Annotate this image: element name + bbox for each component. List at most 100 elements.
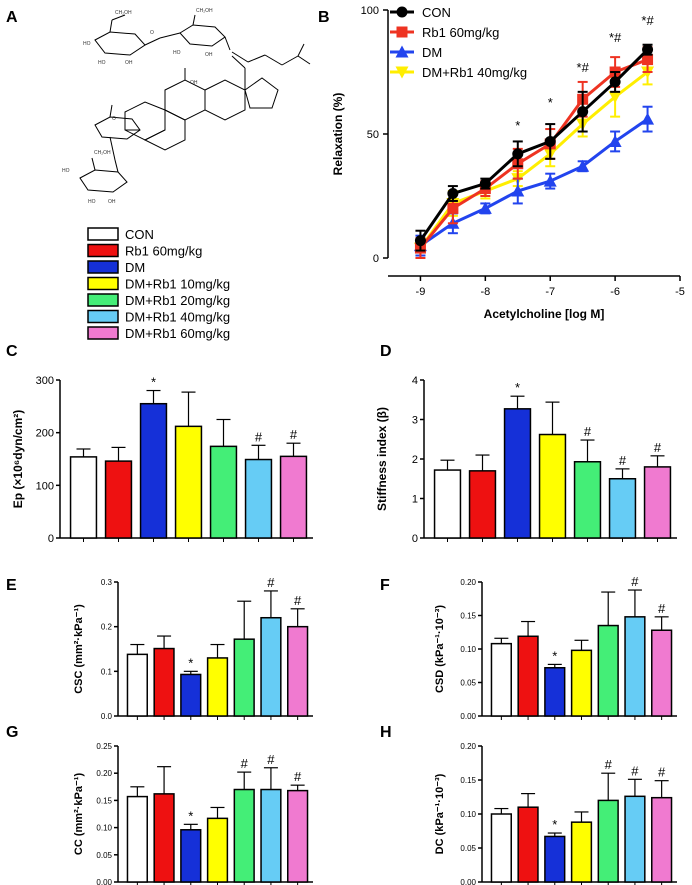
y-tick-label: 0.20: [460, 578, 476, 587]
data-point: [511, 184, 525, 197]
significance-marker: #: [631, 574, 639, 589]
legend-label-dm-rb1-40mg-kg: DM+Rb1 40mg/kg: [422, 65, 527, 80]
significance-marker: *#: [577, 60, 590, 75]
legend-label-con: CON: [422, 5, 451, 20]
y-tick-label: 0: [412, 533, 418, 545]
bar-rb1-60mg-kg: [517, 635, 539, 717]
svg-text:CH₂OH: CH₂OH: [94, 150, 111, 156]
series-dm: [413, 105, 655, 257]
y-tick-label: 0: [48, 533, 54, 545]
csd-bar-chart: 0.00 0.05 0.10 0.15 0.20 CSD (kPa⁻¹·10⁻³) * # #: [434, 574, 677, 721]
bar-con: [490, 813, 512, 883]
data-point: [544, 135, 556, 147]
bar-dm-rb1-10mg-kg: [570, 821, 593, 883]
y-tick-label: 3: [412, 415, 418, 427]
bar-dm-rb1-20mg-kg: [233, 788, 255, 883]
svg-text:HO: HO: [173, 50, 181, 56]
panel-letter-h: H: [380, 724, 392, 741]
bar-dm-rb1-20mg-kg: [209, 445, 238, 539]
svg-text:OH: OH: [190, 80, 198, 86]
bar-con: [126, 653, 148, 717]
legend-swatch-rb1-60mg-kg: [87, 243, 119, 258]
bar-dm-rb1-20mg-kg: [233, 638, 255, 717]
legend-label-dm-rb1-20mg-kg: DM+Rb1 20mg/kg: [125, 293, 230, 308]
y-tick-label: 0.10: [460, 810, 476, 819]
significance-marker: #: [654, 440, 662, 455]
significance-marker: #: [584, 424, 592, 439]
significance-marker: #: [605, 757, 613, 772]
bar-con: [490, 642, 512, 717]
y-tick-label: 0.05: [460, 679, 476, 688]
bar-dm-rb1-20mg-kg: [573, 461, 602, 539]
svg-text:O: O: [112, 116, 116, 122]
bar-rb1-60mg-kg: [468, 470, 497, 539]
significance-marker: #: [294, 593, 302, 608]
legend-label-dm: DM: [422, 45, 442, 60]
significance-marker: *: [151, 375, 156, 390]
data-point: [447, 202, 459, 214]
legend-label-rb1-60mg-kg: Rb1 60mg/kg: [125, 244, 202, 259]
significance-marker: #: [290, 427, 298, 442]
y-tick-label: 0.25: [96, 742, 112, 751]
y-tick-label: 0: [373, 253, 379, 265]
bar-dm-rb1-40mg-kg: [624, 616, 646, 717]
significance-marker: #: [255, 429, 263, 444]
y-tick-label: 0.10: [460, 645, 476, 654]
series-con: [414, 43, 654, 252]
bar-con: [69, 456, 98, 539]
stiffness-index-bar-chart: 0 1 2 3 4 Stiffness index (β) * # # #: [375, 375, 677, 545]
bar-dm-rb1-60mg-kg: [287, 789, 309, 883]
legend-marker-con: [396, 6, 408, 18]
legend-swatch-dm-rb1-20mg-kg: [87, 293, 119, 307]
bar-rb1-60mg-kg: [153, 647, 175, 717]
data-point: [414, 235, 426, 247]
y-tick-label: 0.20: [460, 742, 476, 751]
y-tick-label: 0.0: [101, 712, 113, 721]
svg-text:HO: HO: [83, 41, 91, 47]
significance-marker: *: [188, 655, 193, 670]
significance-marker: *#: [641, 13, 654, 28]
bar-dm-rb1-20mg-kg: [597, 624, 619, 717]
bar-dm: [180, 673, 202, 717]
legend-marker-dm: [395, 45, 409, 58]
bar-dm-rb1-60mg-kg: [279, 455, 308, 539]
bar-dm-rb1-40mg-kg: [260, 616, 282, 717]
y-axis-label: Ep (×10⁶dyn/cm²): [11, 410, 25, 509]
significance-marker: *: [552, 648, 557, 663]
data-point: [608, 134, 622, 147]
bar-dm-rb1-60mg-kg: [651, 796, 673, 883]
line-legend: CON Rb1 60mg/kg DM DM+Rb1 40mg/kg: [390, 5, 527, 80]
significance-marker: #: [631, 763, 639, 778]
y-tick-label: 0.10: [96, 824, 112, 833]
legend-marker-rb1-60mg-kg: [396, 26, 408, 38]
bar-dm-rb1-40mg-kg: [624, 795, 646, 883]
chemical-structure-image: [79, 14, 311, 193]
y-axis-label: Stiffness index (β): [375, 407, 389, 511]
data-point: [641, 112, 655, 125]
bar-dm-rb1-40mg-kg: [260, 788, 282, 883]
panel-letter-g: G: [6, 724, 18, 741]
significance-marker: #: [267, 575, 275, 590]
cc-bar-chart: 0.00 0.05 0.10 0.15 0.20 0.25 CC (mm²·kPa⁻¹) * #…: [73, 742, 313, 885]
data-point: [642, 54, 654, 66]
relaxation-line-chart: 0 50 100 -9 -8 -7 -6 -5 Acetylcholine [log M] Rel…: [331, 5, 685, 321]
data-point: [479, 178, 491, 190]
significance-marker: *: [548, 95, 553, 110]
bar-dm-rb1-60mg-kg: [287, 625, 309, 717]
y-tick-label: 2: [412, 454, 418, 466]
svg-text:HO: HO: [62, 168, 70, 174]
panel-letter-c: C: [6, 343, 18, 360]
legend-label-rb1-60mg-kg: Rb1 60mg/kg: [422, 25, 499, 40]
legend-label-con: CON: [125, 227, 154, 242]
bar-dm: [544, 835, 566, 883]
y-tick-label: 200: [36, 428, 54, 440]
bar-dm-rb1-10mg-kg: [206, 657, 229, 717]
svg-text:OH: OH: [108, 199, 116, 205]
data-point: [478, 201, 492, 214]
significance-marker: *#: [609, 30, 622, 45]
y-tick-label: 0.15: [460, 612, 476, 621]
panel-letter-e: E: [6, 577, 17, 594]
y-axis-label: CC (mm²·kPa⁻¹): [73, 773, 85, 856]
y-tick-label: 4: [412, 375, 418, 387]
y-tick-label: 0.20: [96, 769, 112, 778]
